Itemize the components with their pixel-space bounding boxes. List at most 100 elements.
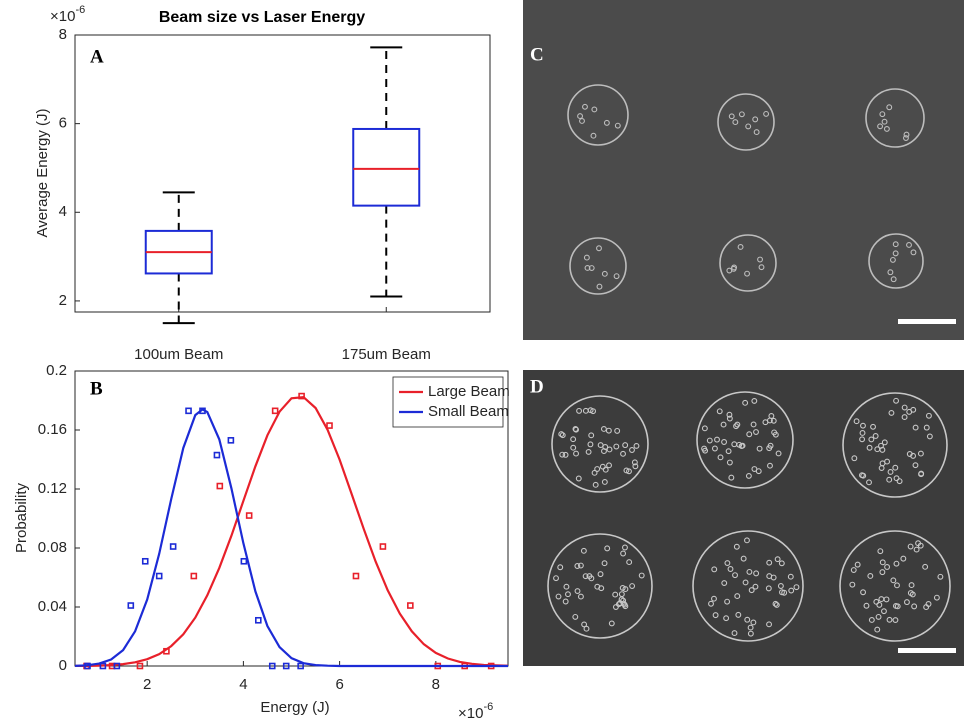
- cell: [775, 450, 782, 457]
- cell: [878, 442, 884, 449]
- cell: [911, 603, 918, 610]
- cell: [748, 587, 755, 594]
- cell: [854, 561, 861, 568]
- cell: [910, 249, 917, 256]
- cell: [711, 595, 717, 602]
- cell: [889, 256, 896, 263]
- cell: [892, 241, 899, 248]
- cell: [714, 436, 720, 443]
- cell: [747, 630, 754, 637]
- cell: [602, 444, 609, 450]
- cell: [892, 464, 899, 471]
- cell: [605, 427, 612, 434]
- cell: [731, 264, 738, 271]
- data-point: [407, 602, 414, 609]
- cell: [601, 560, 608, 567]
- legend-label: Small Beam: [428, 403, 509, 420]
- cell: [906, 451, 913, 457]
- x-tick-label: 175um Beam: [342, 346, 431, 363]
- legend-label: Large Beam: [428, 383, 510, 400]
- cell: [901, 414, 908, 421]
- cell: [582, 103, 588, 110]
- cell: [753, 129, 760, 136]
- cell: [711, 566, 718, 573]
- data-point: [216, 482, 224, 490]
- cell: [901, 404, 908, 411]
- cell: [892, 250, 899, 257]
- cell: [874, 626, 881, 633]
- cell: [584, 265, 591, 271]
- cell: [758, 264, 765, 271]
- cell: [596, 245, 602, 252]
- cell: [752, 583, 759, 590]
- cell: [711, 445, 718, 452]
- cell: [770, 417, 777, 424]
- axis-multiplier: ×10-6: [458, 701, 493, 722]
- cell: [872, 433, 879, 439]
- axes-frame: [74, 370, 509, 667]
- cell: [781, 589, 788, 596]
- cell: [728, 113, 735, 120]
- cell: [917, 450, 924, 457]
- well: [551, 395, 649, 493]
- y-axis-label: Probability: [13, 482, 30, 553]
- y-tick-label: 6: [59, 115, 67, 132]
- cell: [757, 256, 763, 263]
- cell: [767, 442, 774, 449]
- cell: [590, 132, 597, 139]
- cell: [878, 465, 885, 472]
- panel-label: D: [530, 376, 544, 397]
- cell: [753, 570, 760, 577]
- cell: [599, 463, 606, 470]
- cell: [572, 426, 579, 432]
- well: [692, 530, 804, 642]
- chart-title: Beam size vs Laser Energy: [159, 9, 365, 26]
- cell: [727, 566, 734, 572]
- cell: [893, 475, 900, 482]
- cell: [745, 123, 752, 130]
- y-tick-label: 0.08: [38, 539, 67, 556]
- cell: [573, 450, 579, 457]
- cell: [766, 417, 773, 424]
- cell: [860, 472, 867, 479]
- cell: [585, 448, 592, 455]
- cell: [734, 421, 741, 428]
- cell: [563, 583, 570, 590]
- cell: [601, 479, 608, 485]
- cell: [793, 584, 800, 591]
- cell: [933, 594, 940, 601]
- cell: [770, 574, 777, 581]
- y-axis-label: Average Energy (J): [34, 109, 51, 238]
- cell: [879, 559, 886, 566]
- cell: [859, 436, 866, 443]
- cell: [906, 241, 912, 248]
- cell: [629, 447, 635, 453]
- cell: [746, 431, 753, 438]
- data-point: [113, 662, 121, 670]
- cell: [746, 568, 753, 575]
- cell: [850, 567, 857, 573]
- cell: [575, 475, 582, 482]
- cell: [925, 412, 932, 419]
- legend-box: [392, 376, 504, 428]
- cell: [879, 111, 886, 118]
- cell: [907, 590, 914, 596]
- well: [842, 392, 948, 498]
- cell: [608, 620, 615, 627]
- y-tick-label: 0.04: [38, 598, 67, 615]
- cell: [629, 583, 636, 589]
- well: [569, 237, 627, 295]
- cell: [618, 591, 625, 598]
- cell: [732, 119, 739, 126]
- cell: [735, 611, 742, 618]
- cell: [721, 439, 728, 445]
- panel-label: A: [90, 46, 104, 67]
- y-tick-label: 0.12: [38, 480, 67, 497]
- cell: [744, 616, 751, 623]
- cell: [744, 270, 751, 277]
- micrograph-c: C: [523, 0, 964, 340]
- cell: [570, 444, 577, 451]
- x-tick-label: 2: [143, 676, 151, 693]
- cell: [557, 564, 564, 571]
- cell: [732, 572, 738, 579]
